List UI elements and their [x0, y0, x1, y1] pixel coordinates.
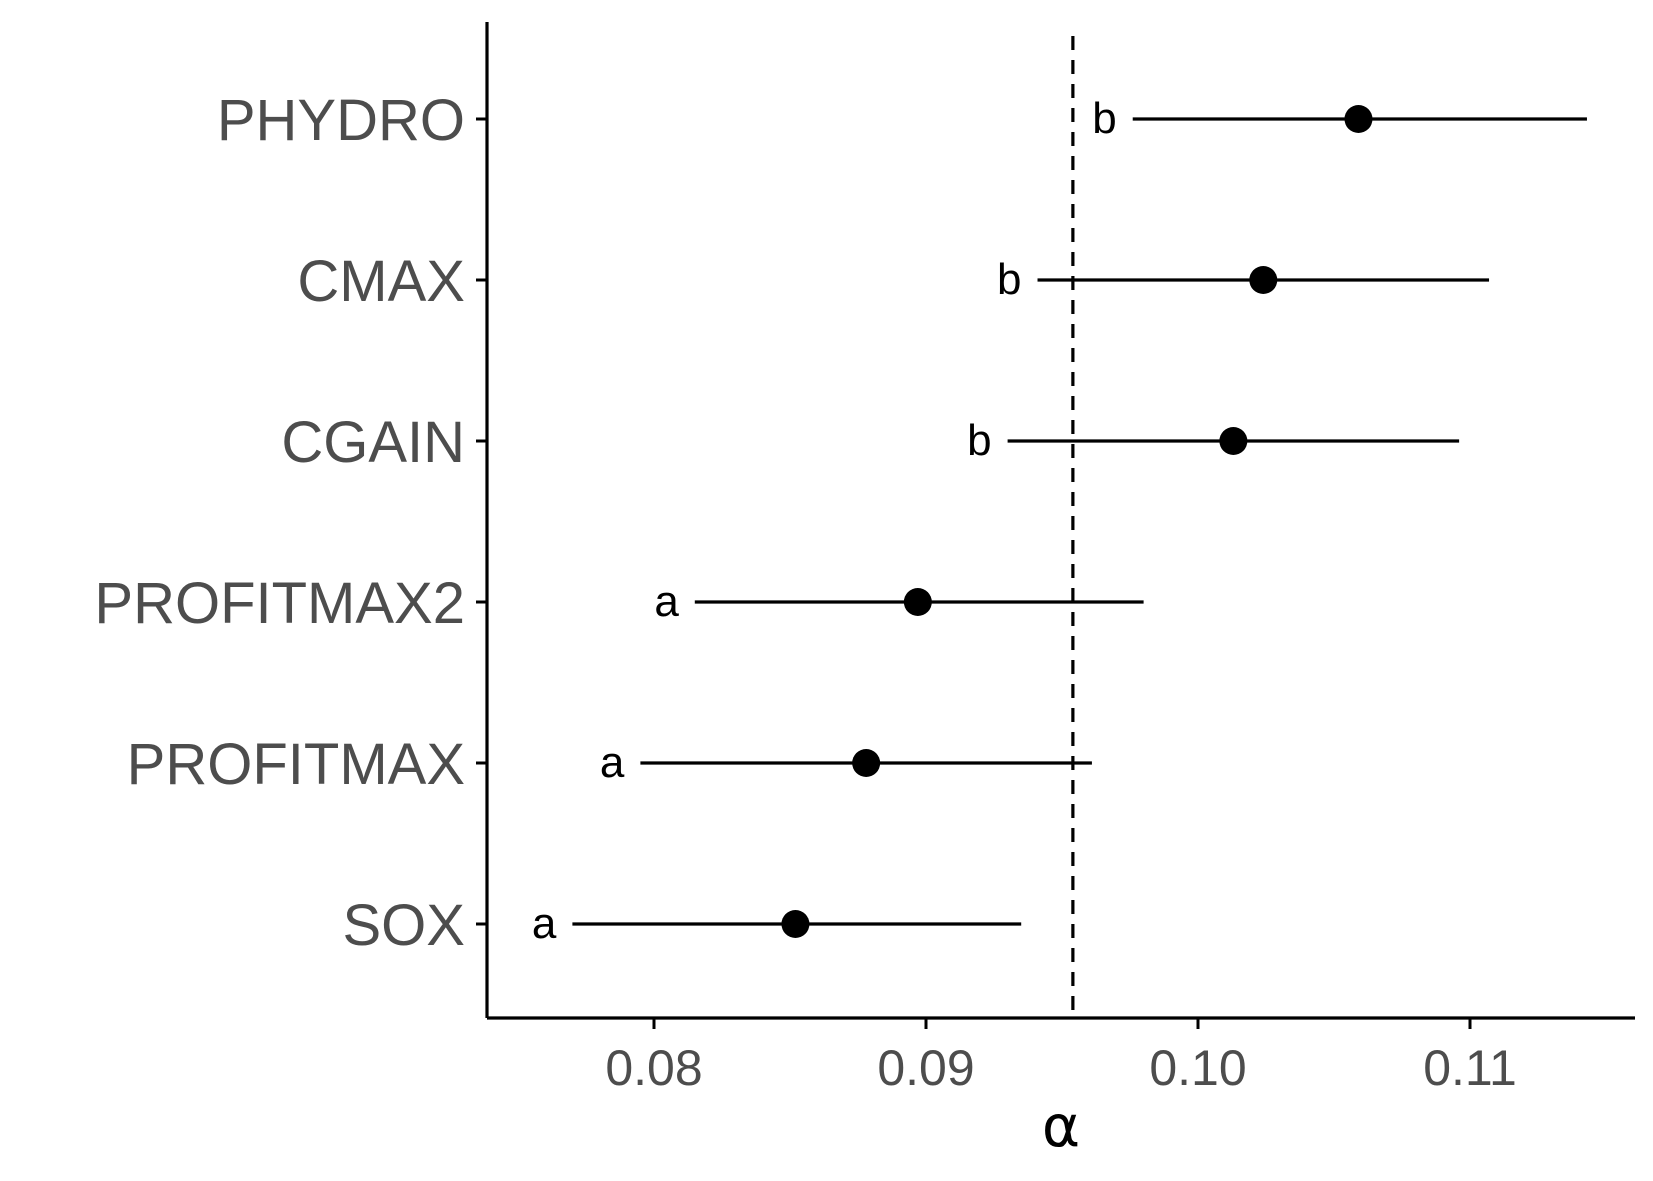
x-axis-title: α: [1042, 1092, 1080, 1160]
group-letter: a: [532, 899, 557, 948]
category-label: PROFITMAX: [127, 732, 465, 797]
category-label: PROFITMAX2: [94, 571, 465, 636]
category-label: PHYDRO: [217, 88, 465, 153]
category-label: CGAIN: [281, 410, 465, 475]
group-letter: b: [1092, 94, 1116, 143]
group-letter: a: [600, 738, 625, 787]
x-tick-label: 0.09: [877, 1040, 974, 1096]
category-label: CMAX: [297, 249, 465, 314]
point-estimate: [781, 910, 810, 938]
point-estimate: [852, 749, 881, 777]
x-tick-label: 0.11: [1423, 1040, 1517, 1096]
group-letter: b: [997, 255, 1021, 304]
point-estimate: [1249, 266, 1278, 294]
x-tick-label: 0.10: [1149, 1040, 1246, 1096]
group-letter: b: [967, 416, 991, 465]
axes-layer: [485, 22, 1635, 1020]
marks-layer: b b b a a a: [532, 94, 1587, 948]
x-tick-label: 0.08: [605, 1040, 702, 1096]
ticks-layer: 0.08 0.09 0.10 0.11 PHYDRO CMAX CGAIN PROFITMAX…: [94, 88, 1516, 1096]
point-estimate: [1344, 105, 1373, 133]
point-estimate: [903, 588, 932, 616]
group-letter: a: [654, 577, 679, 626]
category-label: SOX: [343, 893, 466, 958]
point-estimate: [1219, 427, 1248, 455]
